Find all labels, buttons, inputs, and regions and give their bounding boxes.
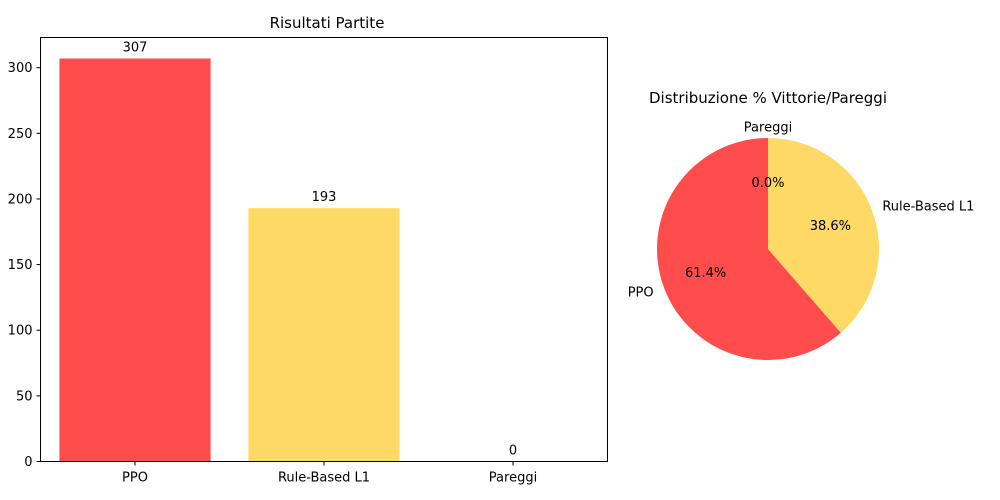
pie-slice: [657, 138, 841, 360]
y-tick-label: 150: [8, 258, 33, 273]
plot-frame: [40, 37, 608, 462]
bar-marks: 307 193 0: [59, 41, 517, 462]
bar: [59, 58, 211, 462]
pie-slice-label: PPO: [628, 285, 654, 300]
bar-chart: Risultati Partite 307 193 0 0 50 100 150 200 25…: [8, 14, 608, 486]
x-tick-label: Rule-Based L1: [278, 471, 370, 486]
pie-chart: Distribuzione % Vittorie/Pareggi PPO 61.4…: [628, 89, 974, 360]
pie-slice: [768, 138, 880, 333]
x-axis: PPO Rule-Based L1 Pareggi: [122, 461, 537, 486]
y-tick-label: 50: [16, 389, 33, 404]
pie-percent-label: 0.0%: [751, 176, 784, 191]
x-tick-label: PPO: [122, 471, 148, 486]
x-tick-label: Pareggi: [489, 471, 537, 486]
pie-percent-label: 38.6%: [810, 219, 851, 234]
bar-value-label: 0: [509, 444, 517, 459]
y-tick-label: 200: [8, 192, 33, 207]
pie-slice-label: Pareggi: [744, 120, 792, 135]
y-tick-label: 250: [8, 127, 33, 142]
bar-value-label: 307: [123, 41, 148, 56]
y-axis: 0 50 100 150 200 250 300: [8, 61, 41, 470]
bar-value-label: 193: [312, 190, 337, 205]
pie-chart-title: Distribuzione % Vittorie/Pareggi: [649, 89, 887, 107]
y-tick-label: 300: [8, 61, 33, 76]
pie-marks: PPO 61.4% Rule-Based L1 38.6% Pareggi 0.0%: [628, 120, 974, 360]
y-tick-label: 100: [8, 324, 33, 339]
pie-slice-label: Rule-Based L1: [882, 200, 974, 215]
bar: [248, 208, 400, 462]
pie-percent-label: 61.4%: [685, 266, 726, 281]
bar-chart-title: Risultati Partite: [270, 14, 385, 32]
y-tick-label: 0: [24, 455, 32, 470]
